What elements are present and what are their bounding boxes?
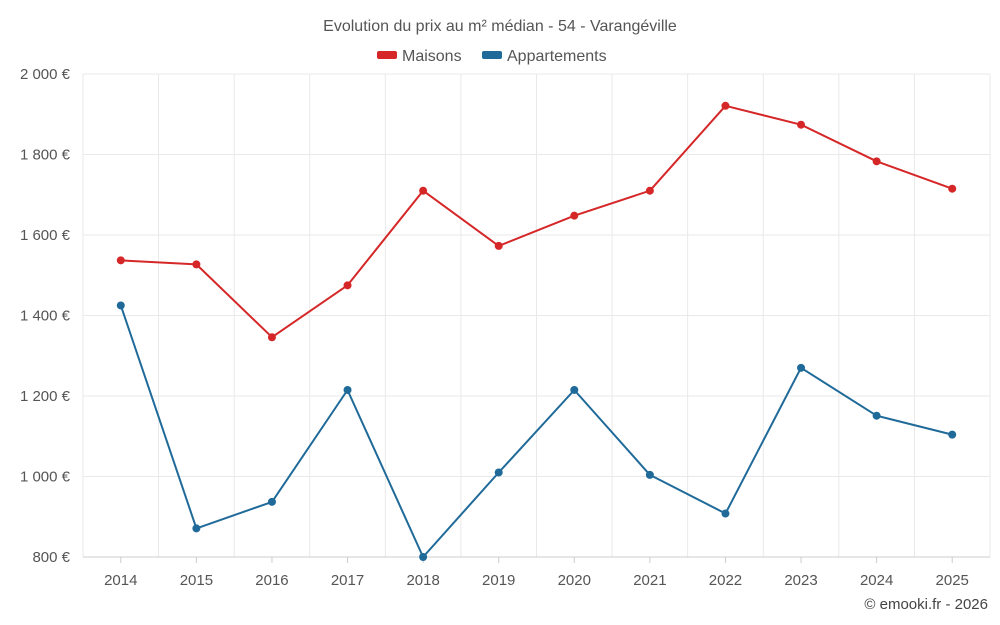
y-tick-label: 1 400 € <box>20 308 71 325</box>
x-tick-label: 2021 <box>633 572 666 589</box>
data-point-maisons[interactable] <box>570 211 579 220</box>
x-tick-label: 2022 <box>709 572 742 589</box>
x-tick-label: 2025 <box>936 572 969 589</box>
data-point-maisons[interactable] <box>721 101 730 110</box>
x-tick-label: 2014 <box>104 572 137 589</box>
y-tick-label: 1 600 € <box>20 227 71 244</box>
grid <box>82 73 991 557</box>
x-tick-label: 2017 <box>331 572 364 589</box>
data-point-appartements[interactable] <box>494 468 503 477</box>
data-point-maisons[interactable] <box>645 186 654 195</box>
data-point-maisons[interactable] <box>343 281 352 290</box>
legend-swatch-appartements <box>482 51 502 59</box>
data-point-maisons[interactable] <box>948 184 957 193</box>
series <box>116 101 957 561</box>
data-point-maisons[interactable] <box>116 256 125 265</box>
x-axis-ticks: 2014 2015 2016 2017 2018 2019 2020 2021 2022 2023… <box>83 556 990 589</box>
data-point-appartements[interactable] <box>419 553 428 561</box>
legend-label-maisons: Maisons <box>402 48 462 65</box>
x-tick-label: 2018 <box>406 572 439 589</box>
x-tick-label: 2020 <box>558 572 591 589</box>
x-tick-label: 2015 <box>180 572 213 589</box>
y-tick-label: 2 000 € <box>20 66 71 83</box>
data-point-appartements[interactable] <box>872 411 881 420</box>
chart-title: Evolution du prix au m² médian - 54 - Va… <box>323 18 677 35</box>
data-point-maisons[interactable] <box>797 120 806 129</box>
legend: Maisons Appartements <box>377 48 607 65</box>
series-line-appartements <box>119 305 953 558</box>
data-point-appartements[interactable] <box>570 385 579 394</box>
x-tick-label: 2019 <box>482 572 515 589</box>
data-point-maisons[interactable] <box>494 241 503 250</box>
x-tick-label: 2023 <box>784 572 817 589</box>
x-tick-label: 2024 <box>860 572 893 589</box>
y-tick-label: 800 € <box>32 549 70 566</box>
y-tick-label: 1 000 € <box>20 469 71 486</box>
data-point-appartements[interactable] <box>645 470 654 479</box>
data-point-appartements[interactable] <box>797 363 806 372</box>
data-point-appartements[interactable] <box>116 301 125 310</box>
data-point-maisons[interactable] <box>872 157 881 166</box>
x-tick-label: 2016 <box>255 572 288 589</box>
data-point-appartements[interactable] <box>948 430 957 439</box>
legend-item-appartements[interactable]: Appartements <box>482 48 607 65</box>
legend-label-appartements: Appartements <box>507 48 607 65</box>
data-point-maisons[interactable] <box>267 333 276 342</box>
legend-swatch-maisons <box>377 51 397 59</box>
y-axis-ticks: 800 € 1 000 € 1 200 € 1 400 € 1 600 € 1 800 €… <box>20 66 71 566</box>
legend-item-maisons[interactable]: Maisons <box>377 48 462 65</box>
data-point-maisons[interactable] <box>419 186 428 195</box>
data-point-maisons[interactable] <box>192 260 201 269</box>
data-point-appartements[interactable] <box>267 497 276 506</box>
y-tick-label: 1 200 € <box>20 388 71 405</box>
data-point-appartements[interactable] <box>343 385 352 394</box>
data-point-appartements[interactable] <box>192 524 201 533</box>
series-line-maisons <box>120 104 953 339</box>
data-point-appartements[interactable] <box>721 509 730 518</box>
credit-text: © emooki.fr - 2026 <box>864 596 988 613</box>
y-tick-label: 1 800 € <box>20 147 71 164</box>
